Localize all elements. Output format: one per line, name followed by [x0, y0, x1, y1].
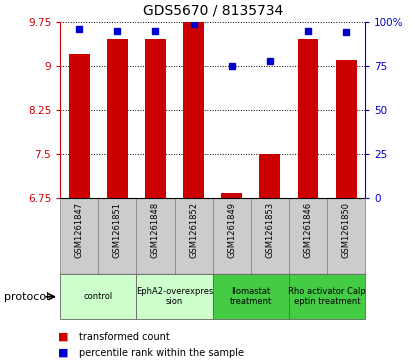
Bar	[212, 198, 251, 274]
Text: GSM1261853: GSM1261853	[265, 202, 274, 258]
Text: GSM1261851: GSM1261851	[113, 202, 122, 258]
Bar	[327, 198, 365, 274]
Text: GSM1261846: GSM1261846	[303, 202, 312, 258]
Text: GSM1261850: GSM1261850	[342, 202, 351, 258]
Bar	[251, 198, 289, 274]
Text: EphA2-overexpres
sion: EphA2-overexpres sion	[136, 287, 213, 306]
Text: GSM1261852: GSM1261852	[189, 202, 198, 258]
Bar	[69, 54, 90, 198]
Bar	[289, 198, 327, 274]
Bar	[212, 274, 289, 319]
Text: Rho activator Calp
eptin treatment: Rho activator Calp eptin treatment	[288, 287, 366, 306]
Text: protocol: protocol	[4, 292, 49, 302]
Text: ■: ■	[58, 348, 68, 358]
Text: GSM1261849: GSM1261849	[227, 202, 236, 258]
Text: control: control	[84, 292, 113, 301]
Text: GSM1261847: GSM1261847	[75, 202, 84, 258]
Bar	[98, 198, 137, 274]
Bar	[145, 40, 166, 198]
Bar	[60, 274, 137, 319]
Bar	[298, 40, 318, 198]
Bar	[107, 40, 128, 198]
Text: transformed count: transformed count	[79, 331, 170, 342]
Bar	[137, 274, 212, 319]
Bar	[259, 154, 281, 198]
Bar	[183, 22, 204, 198]
Text: Ilomastat
treatment: Ilomastat treatment	[229, 287, 272, 306]
Bar	[221, 192, 242, 198]
Bar	[175, 198, 213, 274]
Title: GDS5670 / 8135734: GDS5670 / 8135734	[143, 4, 283, 18]
Text: GSM1261848: GSM1261848	[151, 202, 160, 258]
Bar	[336, 60, 356, 198]
Bar	[60, 198, 98, 274]
Text: percentile rank within the sample: percentile rank within the sample	[79, 348, 244, 358]
Bar	[137, 198, 175, 274]
Bar	[289, 274, 365, 319]
Text: ■: ■	[58, 331, 68, 342]
